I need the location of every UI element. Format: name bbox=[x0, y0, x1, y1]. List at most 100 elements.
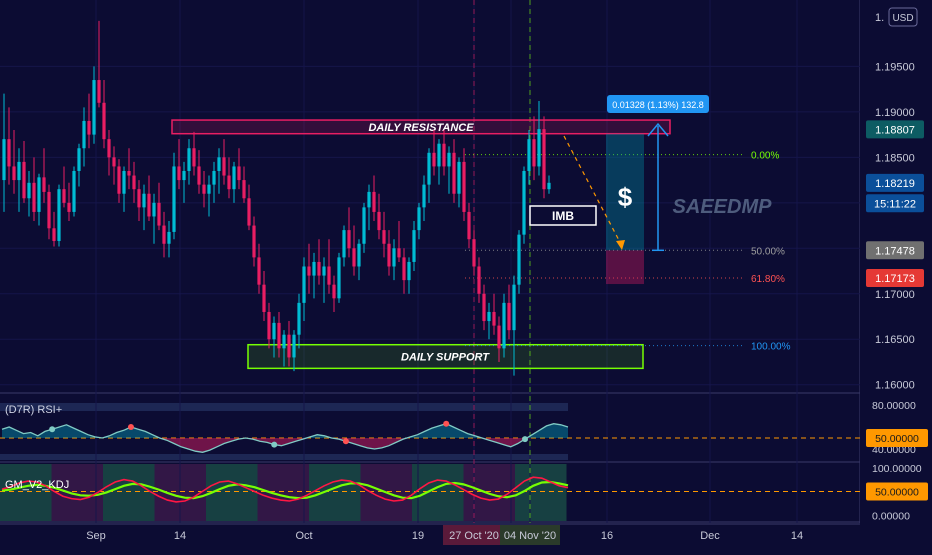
kdj-title: GM_V2_KDJ bbox=[5, 479, 69, 491]
candle-body bbox=[482, 293, 486, 322]
candle-body bbox=[537, 129, 541, 167]
candle-body bbox=[292, 334, 296, 358]
price-badge bbox=[866, 120, 924, 139]
candle-body bbox=[42, 177, 46, 192]
candle-body bbox=[257, 257, 261, 285]
price-tick-label: 1.19000 bbox=[875, 107, 915, 119]
kdj-band bbox=[51, 464, 103, 521]
candle-body bbox=[177, 166, 181, 181]
time-tick-label: 14 bbox=[791, 530, 803, 542]
price-badge-text: 15:11:22 bbox=[874, 198, 916, 210]
dollar-sign-label: $ bbox=[618, 182, 633, 212]
price-tick-label: 1.17000 bbox=[875, 289, 915, 301]
rsi-upper-track bbox=[0, 403, 568, 411]
candle-body bbox=[467, 211, 471, 240]
candle-body bbox=[277, 322, 281, 349]
time-badge-red bbox=[443, 525, 505, 545]
support-label: DAILY SUPPORT bbox=[401, 352, 490, 364]
candle-body bbox=[352, 248, 356, 267]
rsi-signal-dot bbox=[522, 436, 529, 443]
watermark: SAEEDMP bbox=[673, 196, 773, 218]
candle-body bbox=[357, 243, 361, 267]
candle-body bbox=[492, 311, 496, 326]
candle-body bbox=[212, 170, 216, 185]
kdj-band bbox=[103, 464, 155, 521]
candle-body bbox=[472, 239, 476, 267]
time-tick-label: Sep bbox=[86, 530, 106, 542]
kdj-level-badge-text: 50.00000 bbox=[875, 487, 919, 499]
currency-label: USD bbox=[892, 13, 913, 24]
kdj-band bbox=[257, 464, 309, 521]
candle-body bbox=[522, 170, 526, 235]
candle-body bbox=[247, 198, 251, 226]
candle-body bbox=[27, 182, 31, 199]
kdj-level-badge bbox=[866, 482, 928, 501]
candle-body bbox=[452, 152, 456, 194]
candle-body bbox=[267, 311, 271, 340]
candle-body bbox=[442, 143, 446, 167]
time-axis-bg bbox=[0, 524, 860, 550]
rsi-signal-dot bbox=[443, 420, 450, 427]
candle-body bbox=[462, 161, 466, 212]
rsi-fill-below bbox=[2, 438, 568, 453]
candle-body bbox=[92, 80, 96, 135]
candle-body bbox=[297, 302, 301, 335]
candle-body bbox=[142, 193, 146, 208]
candle-body bbox=[97, 80, 101, 103]
candle-body bbox=[397, 248, 401, 258]
candle-body bbox=[227, 175, 231, 190]
price-tick-label: 1.16000 bbox=[875, 380, 915, 392]
fib-level-label: 50.00% bbox=[751, 246, 785, 257]
rsi-fill-above bbox=[2, 423, 568, 438]
measure-badge bbox=[607, 95, 709, 113]
candle-body bbox=[122, 170, 126, 194]
imb-label: IMB bbox=[552, 209, 574, 223]
price-badge-text: 1.18219 bbox=[875, 178, 915, 190]
candle-body bbox=[77, 148, 81, 171]
kdj-band bbox=[412, 464, 464, 521]
candle-body bbox=[337, 257, 341, 299]
price-axis[interactable]: 1.USD1.160001.165001.170001.175001.18000… bbox=[860, 0, 932, 550]
fib-retracement[interactable]: 0.00% 50.00% 61.80% 100.00% bbox=[465, 151, 791, 353]
fib-level-label: 100.00% bbox=[751, 342, 791, 353]
candle-body bbox=[542, 129, 546, 190]
candle-body bbox=[167, 231, 171, 244]
candle-body bbox=[117, 166, 121, 194]
candle-body bbox=[547, 182, 551, 190]
candle-body bbox=[407, 261, 411, 281]
candle-body bbox=[22, 161, 26, 199]
candle-body bbox=[417, 207, 421, 231]
rsi-tick-label: 80.00000 bbox=[872, 400, 916, 412]
candle-body bbox=[327, 266, 331, 285]
candle-body bbox=[162, 225, 166, 244]
price-badge-text: 1.17478 bbox=[875, 245, 915, 257]
trade-stop-box bbox=[606, 250, 644, 285]
candle-body bbox=[222, 157, 226, 176]
measure-arrow-head bbox=[647, 122, 669, 137]
time-tick-label: 27 Oct '20 bbox=[449, 530, 499, 542]
fib-level-label: 0.00% bbox=[751, 151, 779, 162]
candle-body bbox=[317, 261, 321, 276]
time-tick-label: 04 Nov '20 bbox=[504, 530, 556, 542]
price-tick-label: 1.18500 bbox=[875, 152, 915, 164]
annotation-zones: DAILY RESISTANCE DAILY SUPPORT bbox=[171, 119, 671, 370]
candle-body bbox=[332, 284, 336, 299]
candle-body bbox=[487, 311, 491, 322]
candle-body bbox=[432, 152, 436, 167]
rsi-title: (D7R) RSI+ bbox=[5, 404, 62, 416]
kdj-band bbox=[0, 464, 52, 521]
candle-body bbox=[2, 139, 6, 181]
candle-body bbox=[517, 234, 521, 285]
price-tick-label: 1.19500 bbox=[875, 61, 915, 73]
price-tick-label: 1.16500 bbox=[875, 334, 915, 346]
chart-annotations[interactable]: $0.01328 (1.13%) 132.8 IMB SAEEDMP bbox=[529, 95, 773, 285]
candle-body bbox=[457, 161, 461, 194]
candle-body bbox=[232, 166, 236, 190]
candle-body bbox=[282, 334, 286, 349]
rsi-lower-track bbox=[0, 454, 568, 460]
candle-body bbox=[47, 191, 51, 229]
